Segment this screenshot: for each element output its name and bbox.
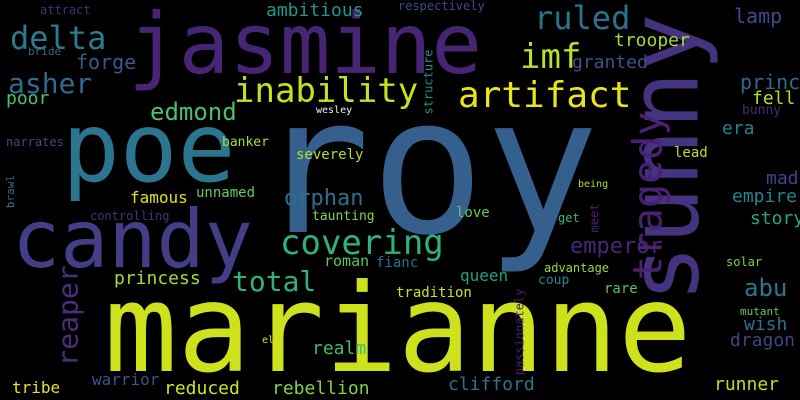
word-brawl: brawl — [4, 174, 18, 209]
word-severely: severely — [296, 147, 364, 163]
word-poor: poor — [6, 88, 50, 109]
word-reaper: reaper — [51, 265, 85, 367]
word-wish: wish — [744, 314, 788, 335]
word-granted: granted — [572, 52, 648, 73]
word-being: being — [578, 179, 609, 190]
word-abu: abu — [744, 274, 788, 302]
word-marianne: marianne — [104, 258, 692, 400]
word-love: love — [456, 205, 490, 221]
word-asher: asher — [8, 67, 93, 100]
word-emperor: emperor — [570, 234, 663, 259]
word-runner: runner — [714, 374, 780, 395]
word-get: get — [558, 211, 580, 225]
word-artifact: artifact — [458, 75, 632, 116]
word-lead: lead — [674, 145, 708, 161]
word-queen: queen — [460, 266, 509, 285]
word-solar: solar — [726, 255, 763, 269]
word-taunting: taunting — [312, 209, 375, 224]
word-delta: delta — [10, 19, 107, 57]
word-princess: princess — [114, 268, 201, 289]
word-coup: coup — [538, 273, 570, 288]
word-mad: mad — [766, 168, 799, 189]
word-forge: forge — [76, 50, 137, 74]
word-prince: prince — [740, 70, 800, 94]
word-narrates: narrates — [6, 135, 64, 149]
word-unnamed: unnamed — [196, 185, 256, 201]
word-poe: poe — [62, 92, 236, 204]
word-wesley: wesley — [316, 105, 353, 116]
word-tribe: tribe — [12, 378, 61, 397]
word-rare: rare — [604, 281, 638, 297]
word-edmond: edmond — [150, 98, 237, 126]
word-empire: empire — [732, 186, 798, 207]
word-warrior: warrior — [92, 370, 160, 389]
word-era: era — [722, 118, 755, 139]
word-fell: fell — [752, 88, 796, 109]
word-imf: imf — [520, 37, 582, 77]
word-attract: attract — [40, 3, 91, 17]
word-ruled: ruled — [534, 0, 631, 37]
word-banker: banker — [222, 135, 269, 150]
word-orphan: orphan — [284, 186, 364, 211]
word-ambitious: ambitious — [266, 0, 364, 21]
word-eli: eli — [262, 335, 281, 346]
word-inability: inability — [234, 71, 419, 111]
word-lamp: lamp — [734, 4, 783, 28]
word-bunny: bunny — [742, 103, 782, 118]
word-advantage: advantage — [544, 261, 610, 275]
word-trooper: trooper — [614, 30, 690, 51]
word-realm: realm — [312, 338, 367, 359]
word-tradition: tradition — [396, 285, 472, 301]
word-fianc: fianc — [376, 255, 419, 271]
word-structure: structure — [421, 49, 436, 115]
word-rebellion: rebellion — [272, 378, 370, 399]
word-famous: famous — [130, 188, 188, 207]
word-story: story — [750, 208, 800, 229]
word-bride: bride — [28, 45, 62, 58]
word-passionately: passionately — [512, 288, 527, 376]
word-respectively: respectively — [398, 0, 485, 13]
word-reduced: reduced — [164, 378, 240, 399]
word-clifford: clifford — [448, 374, 535, 395]
word-covering: covering — [280, 223, 444, 263]
word-jasmine: jasmine — [128, 0, 483, 93]
word-meet: meet — [587, 203, 602, 233]
word-roy: roy — [256, 56, 600, 277]
word-roman: roman — [324, 252, 370, 270]
word-controlling: controlling — [90, 209, 170, 223]
word-total: total — [232, 265, 317, 298]
word-mutant: mutant — [740, 305, 780, 318]
word-dragon: dragon — [730, 330, 796, 351]
word-candy: candy — [12, 193, 253, 286]
